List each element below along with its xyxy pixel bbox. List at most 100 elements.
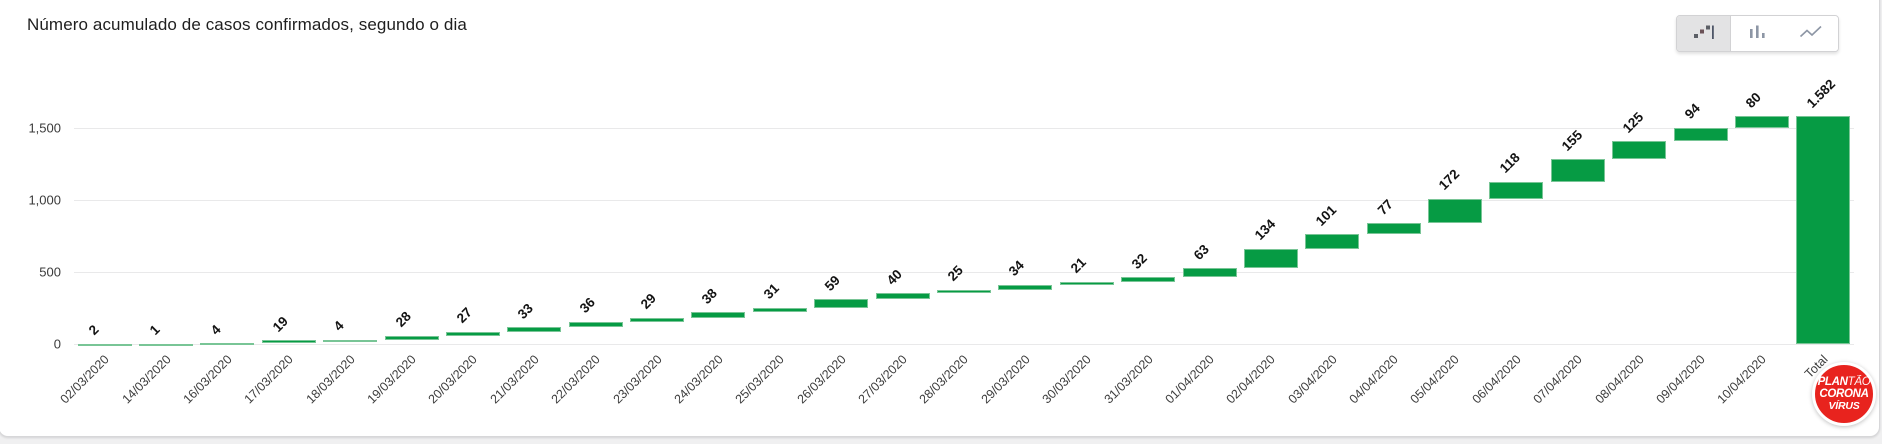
waterfall-bar[interactable] [1550, 159, 1605, 182]
bar-value-label: 25 [944, 262, 966, 285]
y-axis-tick-label: 0 [53, 336, 61, 352]
waterfall-chart-button[interactable] [1677, 16, 1732, 51]
plot-area: 0 500 1,000 1,500 2 02/03/2020 1 14/03/2020 4 16/… [28, 76, 1854, 406]
gridline [74, 344, 1854, 345]
waterfall-bar[interactable] [568, 321, 623, 327]
waterfall-bar[interactable] [1612, 141, 1667, 160]
plantao-coronavirus-logo: PLANTÃO CORONA VÍRUS [1812, 362, 1876, 426]
x-axis-label: 21/03/2020 [487, 352, 542, 407]
x-axis-label: 26/03/2020 [794, 352, 849, 407]
bar-value-label: 34 [1006, 258, 1028, 280]
x-axis-label: 03/04/2020 [1285, 352, 1340, 407]
waterfall-bar[interactable] [1121, 277, 1176, 282]
waterfall-bar[interactable] [875, 293, 930, 300]
x-axis-label: 18/03/2020 [303, 352, 358, 407]
x-axis-label: 28/03/2020 [917, 352, 972, 407]
bar-value-label: 33 [515, 300, 537, 322]
bar-value-label: 1 [146, 322, 163, 338]
bar-value-label: 19 [269, 313, 291, 335]
waterfall-bar[interactable] [1305, 234, 1360, 249]
bar-value-label: 80 [1742, 89, 1764, 111]
bar-value-label: 28 [392, 308, 414, 331]
bar-value-label: 134 [1251, 216, 1279, 244]
logo-line-corona: CORONA [1819, 387, 1869, 400]
y-axis-tick-label: 1,500 [28, 120, 61, 136]
x-axis-label: 09/04/2020 [1653, 352, 1708, 407]
column-chart-icon [1749, 24, 1767, 44]
line-chart-icon [1799, 24, 1823, 43]
x-axis-label: 29/03/2020 [978, 352, 1033, 407]
total-bar[interactable] [1796, 116, 1851, 344]
x-axis-label: 22/03/2020 [548, 352, 603, 407]
x-axis-label: 24/03/2020 [671, 352, 726, 407]
waterfall-bar[interactable] [752, 307, 807, 313]
x-axis-label: 04/04/2020 [1346, 352, 1401, 407]
waterfall-bar[interactable] [1428, 198, 1483, 224]
waterfall-bar[interactable] [384, 335, 439, 340]
bar-value-label: 63 [1190, 241, 1212, 263]
bar-value-label: 1.582 [1804, 76, 1839, 111]
bar-value-label: 29 [637, 290, 660, 313]
bar-value-label: 36 [576, 294, 598, 317]
waterfall-bar[interactable] [261, 340, 316, 343]
y-axis-tick-label: 1,000 [28, 192, 61, 208]
bar-value-label: 155 [1558, 127, 1586, 154]
x-axis-label: 07/04/2020 [1530, 352, 1585, 407]
waterfall-bar[interactable] [630, 317, 685, 322]
gridline [74, 199, 1854, 201]
x-axis-label: 08/04/2020 [1592, 352, 1647, 407]
bar-value-label: 40 [883, 266, 905, 288]
x-axis-label: 02/04/2020 [1223, 352, 1279, 407]
bar-value-label: 27 [453, 304, 475, 327]
bar-value-label: 94 [1681, 100, 1703, 123]
bar-value-label: 4 [208, 321, 225, 338]
x-axis-label: 25/03/2020 [732, 352, 788, 407]
x-axis-label: 05/04/2020 [1408, 352, 1463, 407]
waterfall-bar[interactable] [77, 343, 132, 346]
waterfall-bar[interactable] [445, 331, 500, 336]
waterfall-bar[interactable] [139, 343, 194, 346]
x-axis-label: 31/03/2020 [1101, 352, 1156, 407]
waterfall-chart-icon [1693, 24, 1715, 44]
bar-value-label: 4 [330, 318, 347, 335]
x-axis-label: 20/03/2020 [426, 352, 481, 407]
x-axis-label: 17/03/2020 [241, 352, 297, 407]
x-axis-label: 02/03/2020 [57, 352, 112, 407]
x-axis-label: 19/03/2020 [364, 352, 419, 407]
waterfall-bar[interactable] [814, 299, 869, 308]
y-axis-tick-label: 500 [39, 264, 61, 280]
waterfall-bar[interactable] [200, 342, 255, 345]
bar-value-label: 172 [1435, 166, 1463, 193]
bar-value-label: 31 [760, 280, 782, 303]
bar-value-label: 125 [1619, 109, 1647, 136]
bar-value-label: 101 [1313, 202, 1340, 229]
x-axis-label: 10/04/2020 [1714, 352, 1770, 407]
x-axis-label: 30/03/2020 [1039, 352, 1094, 407]
waterfall-bar[interactable] [1366, 223, 1421, 235]
bar-value-label: 38 [699, 285, 721, 307]
x-axis-label: 16/03/2020 [180, 352, 235, 407]
waterfall-bar[interactable] [1182, 268, 1237, 278]
waterfall-bar[interactable] [691, 312, 746, 318]
bar-value-label: 32 [1128, 250, 1151, 272]
line-chart-button[interactable] [1784, 16, 1838, 51]
logo-line-virus: VÍRUS [1828, 399, 1860, 412]
waterfall-bar[interactable] [1734, 116, 1789, 128]
waterfall-bar[interactable] [1059, 281, 1114, 285]
bar-value-label: 2 [85, 322, 102, 339]
waterfall-bar[interactable] [507, 327, 562, 332]
x-axis-label: 14/03/2020 [119, 352, 174, 407]
bar-value-label: 59 [821, 272, 844, 294]
chart-title: Número acumulado de casos confirmados, s… [27, 15, 467, 34]
waterfall-bar[interactable] [937, 289, 991, 294]
column-chart-button[interactable] [1731, 16, 1785, 51]
waterfall-bar[interactable] [323, 339, 378, 342]
gridline [74, 127, 1854, 129]
logo-line-plantao: PLANTÃO [1817, 375, 1871, 388]
waterfall-bar[interactable] [1489, 181, 1544, 199]
x-axis-label: 06/04/2020 [1469, 352, 1524, 407]
waterfall-bar[interactable] [1673, 127, 1728, 142]
waterfall-bar[interactable] [1243, 248, 1298, 269]
waterfall-bar[interactable] [998, 284, 1053, 290]
